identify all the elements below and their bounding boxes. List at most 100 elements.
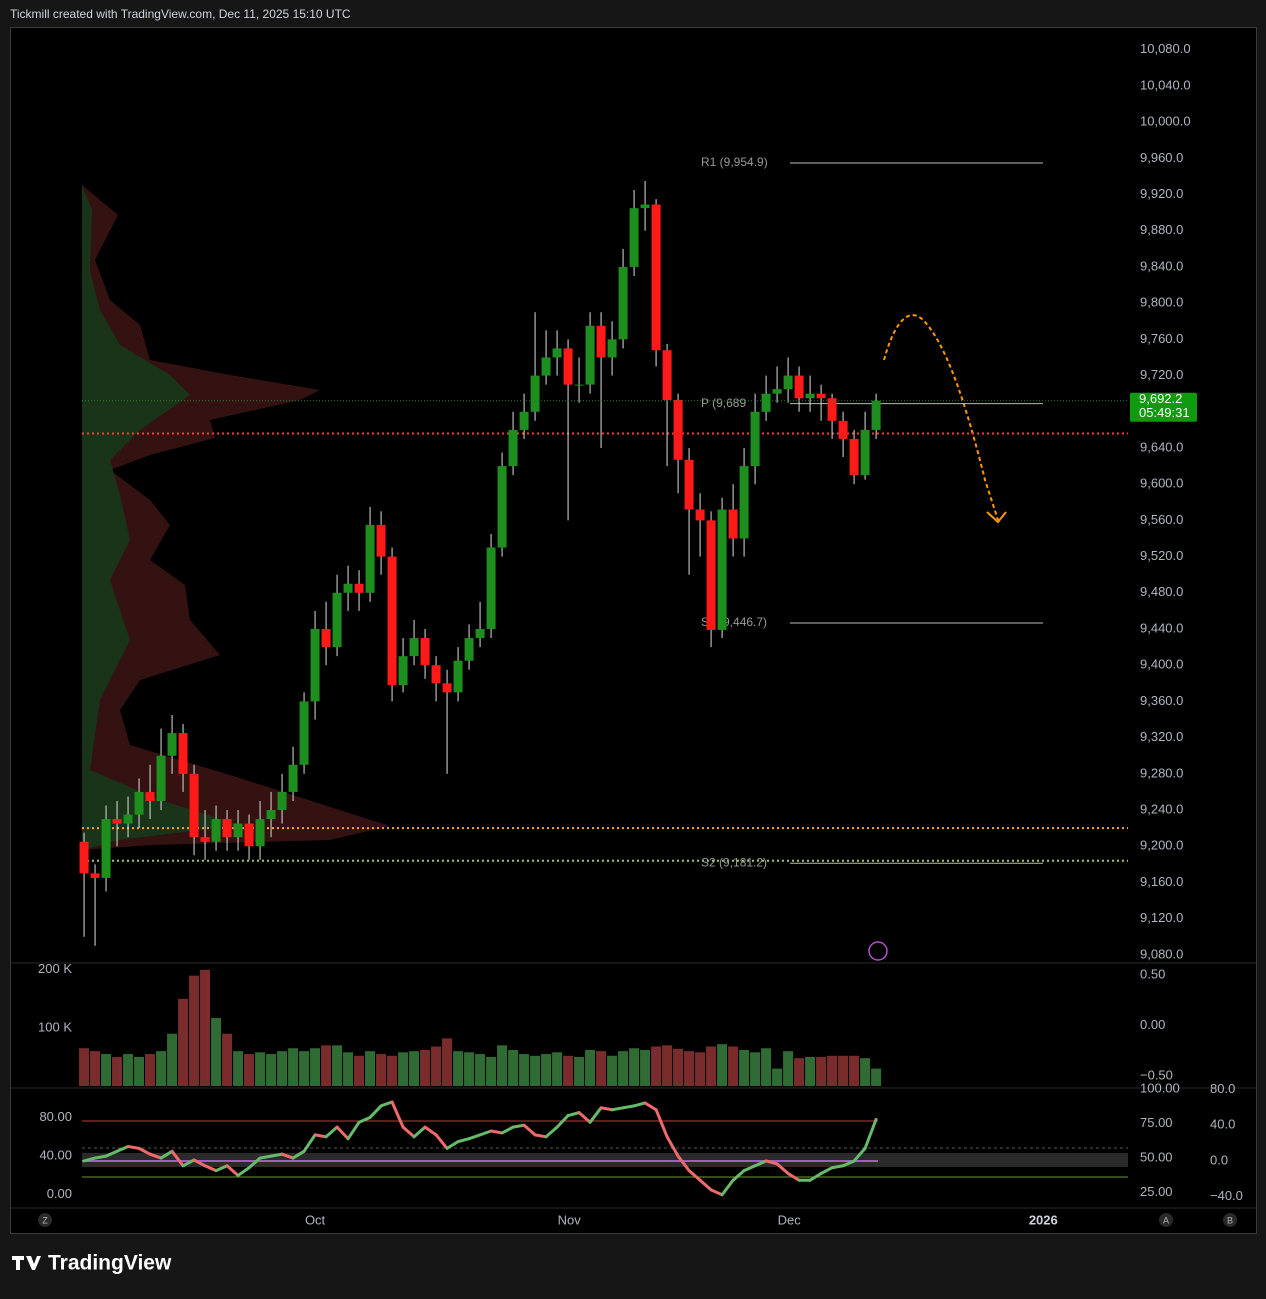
candle-body xyxy=(79,841,89,874)
volume-bar xyxy=(233,1051,244,1086)
volume-bar xyxy=(640,1049,651,1086)
volume-bar xyxy=(288,1048,299,1086)
candle-body xyxy=(266,810,276,820)
volume-bar xyxy=(695,1052,706,1086)
candle-body xyxy=(673,400,683,460)
candle-body xyxy=(288,764,298,792)
last-price-box xyxy=(1130,392,1197,422)
osc-segment xyxy=(544,1125,559,1139)
volume-bar xyxy=(145,1054,156,1086)
volume-bar xyxy=(79,1048,90,1086)
volume-bar xyxy=(563,1055,574,1086)
volume-bar xyxy=(772,1068,783,1086)
volume-right-tick-label: −0.50 xyxy=(1140,1067,1173,1082)
axis-button-label: B xyxy=(1227,1215,1233,1225)
volume-bar xyxy=(178,998,189,1086)
osc-segment xyxy=(280,1152,295,1160)
candle-body xyxy=(728,509,738,539)
logo-mark xyxy=(12,1256,41,1270)
volume-bar xyxy=(618,1051,629,1086)
volume-bar xyxy=(266,1054,277,1086)
volume-bar xyxy=(871,1068,882,1086)
volume-bar xyxy=(310,1048,321,1086)
osc-segment xyxy=(445,1140,460,1150)
candle-body xyxy=(761,393,771,412)
pivot-label: P (9,689 xyxy=(701,396,746,410)
osc-right-tick-label: 25.00 xyxy=(1140,1184,1173,1199)
candle-body xyxy=(189,773,199,838)
volume-bar xyxy=(376,1054,387,1086)
volume-bar xyxy=(101,1054,112,1086)
price-tick-label: 9,440.0 xyxy=(1140,620,1183,635)
volume-bar xyxy=(398,1052,409,1086)
volume-bar xyxy=(442,1038,453,1086)
osc-segment xyxy=(863,1117,878,1150)
price-tick-label: 9,360.0 xyxy=(1140,693,1183,708)
osc-segment xyxy=(775,1162,790,1176)
axis-button[interactable] xyxy=(38,1213,52,1227)
osc-right-tick-label: 80.0 xyxy=(1210,1081,1235,1096)
volume-bar xyxy=(156,1051,167,1086)
volume-bar xyxy=(684,1051,695,1086)
candle-body xyxy=(794,375,804,399)
plot: 10,080.0 10,040.0 10,000.0 9,960.0 9,920.0 9,… xyxy=(38,41,1243,1227)
osc-segment xyxy=(126,1144,141,1150)
candle-body xyxy=(541,357,551,376)
volume-bar xyxy=(134,1056,145,1086)
candle-body xyxy=(816,393,826,399)
candle-body xyxy=(222,819,232,838)
osc-segment xyxy=(390,1100,405,1129)
candle-body xyxy=(409,638,419,657)
osc-right-tick-label: 100.00 xyxy=(1140,1080,1180,1095)
candle-body xyxy=(717,509,727,630)
volume-bar xyxy=(783,1051,794,1086)
candle-body xyxy=(310,629,320,702)
volume-bar xyxy=(662,1045,673,1086)
volume-bar xyxy=(794,1058,805,1086)
volume-bar xyxy=(530,1055,541,1086)
price-tick-label: 9,600.0 xyxy=(1140,476,1183,491)
volume-bar xyxy=(574,1056,585,1086)
alert-icon[interactable] xyxy=(868,941,888,961)
countdown: 05:49:31 xyxy=(1139,405,1190,420)
price-tick-label: 9,160.0 xyxy=(1140,874,1183,889)
volume-bar xyxy=(112,1056,123,1086)
volume-bar xyxy=(431,1046,442,1086)
axis-button[interactable] xyxy=(1223,1213,1237,1227)
price-tick-label: 10,080.0 xyxy=(1140,41,1191,56)
osc-segment xyxy=(192,1158,207,1168)
time-tick-label: Nov xyxy=(558,1212,582,1227)
osc-segment xyxy=(115,1144,130,1153)
osc-segment xyxy=(643,1101,658,1112)
candle-body xyxy=(365,524,375,593)
candle-body xyxy=(684,459,694,510)
candle-body xyxy=(783,375,793,390)
volume-bar xyxy=(519,1054,530,1086)
candle-body xyxy=(618,266,628,340)
tv-logo: TradingView xyxy=(12,1252,172,1275)
osc-segment xyxy=(687,1169,702,1182)
osc-segment xyxy=(346,1120,361,1141)
osc-segment xyxy=(368,1104,383,1119)
osc-segment xyxy=(819,1166,834,1176)
osc-segment xyxy=(720,1178,735,1197)
volume-right-tick-label: 0.50 xyxy=(1140,967,1165,982)
volume-tick-label: 200 K xyxy=(38,961,72,976)
volume-bar xyxy=(343,1052,354,1086)
osc-segment xyxy=(555,1114,570,1129)
osc-segment xyxy=(731,1169,746,1182)
osc-segment xyxy=(500,1125,515,1135)
osc-segment xyxy=(786,1172,801,1182)
osc-segment xyxy=(577,1111,592,1124)
volume-bar xyxy=(277,1051,288,1086)
candle-body xyxy=(431,665,441,684)
axis-button[interactable] xyxy=(1159,1213,1173,1227)
candle-body xyxy=(420,638,430,666)
osc-segment xyxy=(401,1125,416,1139)
volume-bar xyxy=(673,1048,684,1086)
osc-segment xyxy=(610,1106,625,1112)
osc-segment xyxy=(93,1154,108,1160)
candle-body xyxy=(651,204,661,351)
projection-arrow xyxy=(883,314,999,521)
osc-right-tick-label: −40.0 xyxy=(1210,1188,1243,1203)
